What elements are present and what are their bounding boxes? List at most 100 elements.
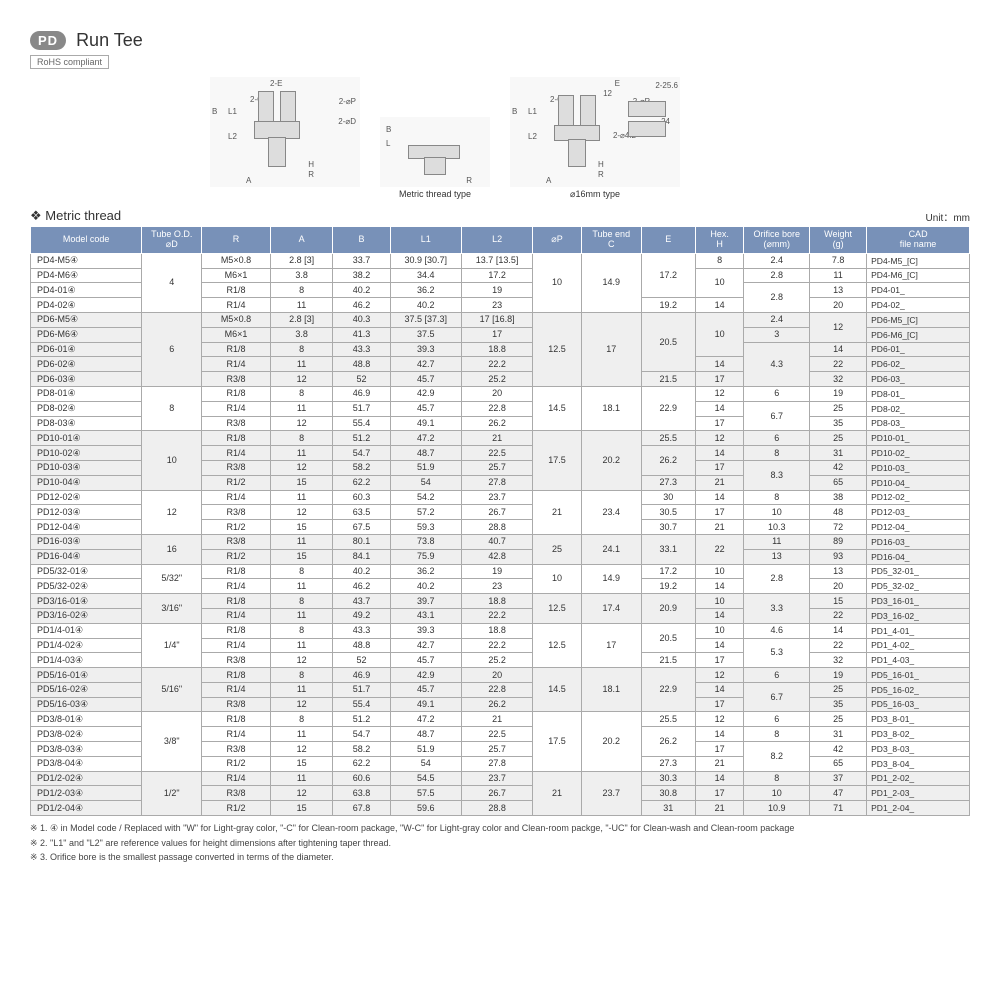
cell-b: 48.8 xyxy=(333,357,390,372)
cell-c: 23.4 xyxy=(581,490,641,534)
cell-b: 43.3 xyxy=(333,342,390,357)
column-header: A xyxy=(270,227,333,254)
cell-h: 17 xyxy=(695,460,744,475)
cell-ob: 8 xyxy=(744,727,810,742)
cell-l2: 23 xyxy=(461,298,532,313)
cell-r: R1/2 xyxy=(202,549,270,564)
cell-cad: PD10-02_ xyxy=(867,446,970,461)
cell-a: 8 xyxy=(270,431,333,446)
cell-model: PD6-02④ xyxy=(31,357,142,372)
cell-w: 12 xyxy=(810,312,867,342)
cell-c: 20.2 xyxy=(581,431,641,490)
cell-w: 65 xyxy=(810,475,867,490)
cell-l2: 25.7 xyxy=(461,742,532,757)
cell-a: 15 xyxy=(270,475,333,490)
dim-label: L2 xyxy=(528,132,537,141)
cell-l2: 22.2 xyxy=(461,357,532,372)
cell-w: 25 xyxy=(810,401,867,416)
cell-cad: PD10-01_ xyxy=(867,431,970,446)
cell-r: R1/8 xyxy=(202,342,270,357)
cell-l2: 23.7 xyxy=(461,490,532,505)
cell-a: 12 xyxy=(270,697,333,712)
cell-a: 11 xyxy=(270,298,333,313)
cell-l1: 73.8 xyxy=(390,534,461,549)
dim-label: H xyxy=(308,160,314,169)
cell-r: R1/8 xyxy=(202,431,270,446)
cell-cad: PD12-02_ xyxy=(867,490,970,505)
cell-h: 14 xyxy=(695,357,744,372)
cell-cad: PD16-03_ xyxy=(867,534,970,549)
cell-w: 32 xyxy=(810,653,867,668)
cell-e: 22.9 xyxy=(641,668,695,712)
cell-od: 10 xyxy=(142,431,202,490)
cell-w: 19 xyxy=(810,668,867,683)
cell-od: 6 xyxy=(142,312,202,386)
cell-r: R1/4 xyxy=(202,357,270,372)
cell-cad: PD4-M6_[C] xyxy=(867,268,970,283)
cell-h: 17 xyxy=(695,653,744,668)
cell-e: 19.2 xyxy=(641,298,695,313)
cell-b: 58.2 xyxy=(333,742,390,757)
cell-model: PD10-03④ xyxy=(31,460,142,475)
cell-b: 40.2 xyxy=(333,564,390,579)
cell-r: R1/2 xyxy=(202,801,270,816)
cell-model: PD3/16-02④ xyxy=(31,608,142,623)
diagram-1: 2-E B L1 L2 2-C 2-⌀P 2-⌀D A H R xyxy=(210,77,360,200)
column-header: Weight(g) xyxy=(810,227,867,254)
cell-cad: PD6-01_ xyxy=(867,342,970,357)
cell-h: 8 xyxy=(695,253,744,268)
table-row: PD6-M5④6M5×0.82.8 [3]40.337.5 [37.3]17 [… xyxy=(31,312,970,327)
cell-ob: 3 xyxy=(744,327,810,342)
column-header: CADfile name xyxy=(867,227,970,254)
cell-r: M5×0.8 xyxy=(202,312,270,327)
cell-model: PD6-03④ xyxy=(31,372,142,387)
cell-l1: 42.7 xyxy=(390,357,461,372)
cell-r: R1/2 xyxy=(202,520,270,535)
cell-r: R1/4 xyxy=(202,727,270,742)
cell-ob: 8 xyxy=(744,446,810,461)
cell-od: 3/8" xyxy=(142,712,202,771)
cell-cad: PD1_2-02_ xyxy=(867,771,970,786)
cell-a: 11 xyxy=(270,771,333,786)
cell-h: 10 xyxy=(695,312,744,356)
cell-model: PD1/2-04④ xyxy=(31,801,142,816)
cell-w: 25 xyxy=(810,712,867,727)
cell-ob: 13 xyxy=(744,549,810,564)
cell-cad: PD8-02_ xyxy=(867,401,970,416)
cell-a: 8 xyxy=(270,386,333,401)
cell-r: R1/8 xyxy=(202,283,270,298)
cell-cad: PD1_4-02_ xyxy=(867,638,970,653)
cell-l2: 18.8 xyxy=(461,623,532,638)
cell-cad: PD5_32-02_ xyxy=(867,579,970,594)
cell-model: PD6-M6④ xyxy=(31,327,142,342)
cell-b: 62.2 xyxy=(333,756,390,771)
cell-model: PD3/16-01④ xyxy=(31,594,142,609)
cell-r: R1/4 xyxy=(202,401,270,416)
cell-model: PD10-02④ xyxy=(31,446,142,461)
cell-a: 11 xyxy=(270,608,333,623)
table-header-row: Model codeTube O.D.⌀DRABL1L2⌀PTube endCE… xyxy=(31,227,970,254)
cell-l1: 47.2 xyxy=(390,712,461,727)
cell-b: 60.3 xyxy=(333,490,390,505)
cell-model: PD4-02④ xyxy=(31,298,142,313)
cell-model: PD5/16-03④ xyxy=(31,697,142,712)
dim-label: L1 xyxy=(228,107,237,116)
cell-e: 22.9 xyxy=(641,386,695,430)
cell-r: R3/8 xyxy=(202,786,270,801)
cell-ob: 6 xyxy=(744,712,810,727)
cell-a: 12 xyxy=(270,416,333,431)
cell-e: 26.2 xyxy=(641,727,695,757)
table-row: PD12-02④12R1/41160.354.223.72123.4301483… xyxy=(31,490,970,505)
cell-cad: PD6-02_ xyxy=(867,357,970,372)
cell-a: 11 xyxy=(270,727,333,742)
cell-e: 17.2 xyxy=(641,564,695,579)
cell-l2: 42.8 xyxy=(461,549,532,564)
cell-h: 12 xyxy=(695,712,744,727)
cell-h: 17 xyxy=(695,372,744,387)
dim-label: B xyxy=(386,125,391,134)
cell-model: PD12-03④ xyxy=(31,505,142,520)
cell-l2: 22.8 xyxy=(461,682,532,697)
cell-model: PD5/32-01④ xyxy=(31,564,142,579)
cell-r: R3/8 xyxy=(202,505,270,520)
cell-model: PD8-01④ xyxy=(31,386,142,401)
